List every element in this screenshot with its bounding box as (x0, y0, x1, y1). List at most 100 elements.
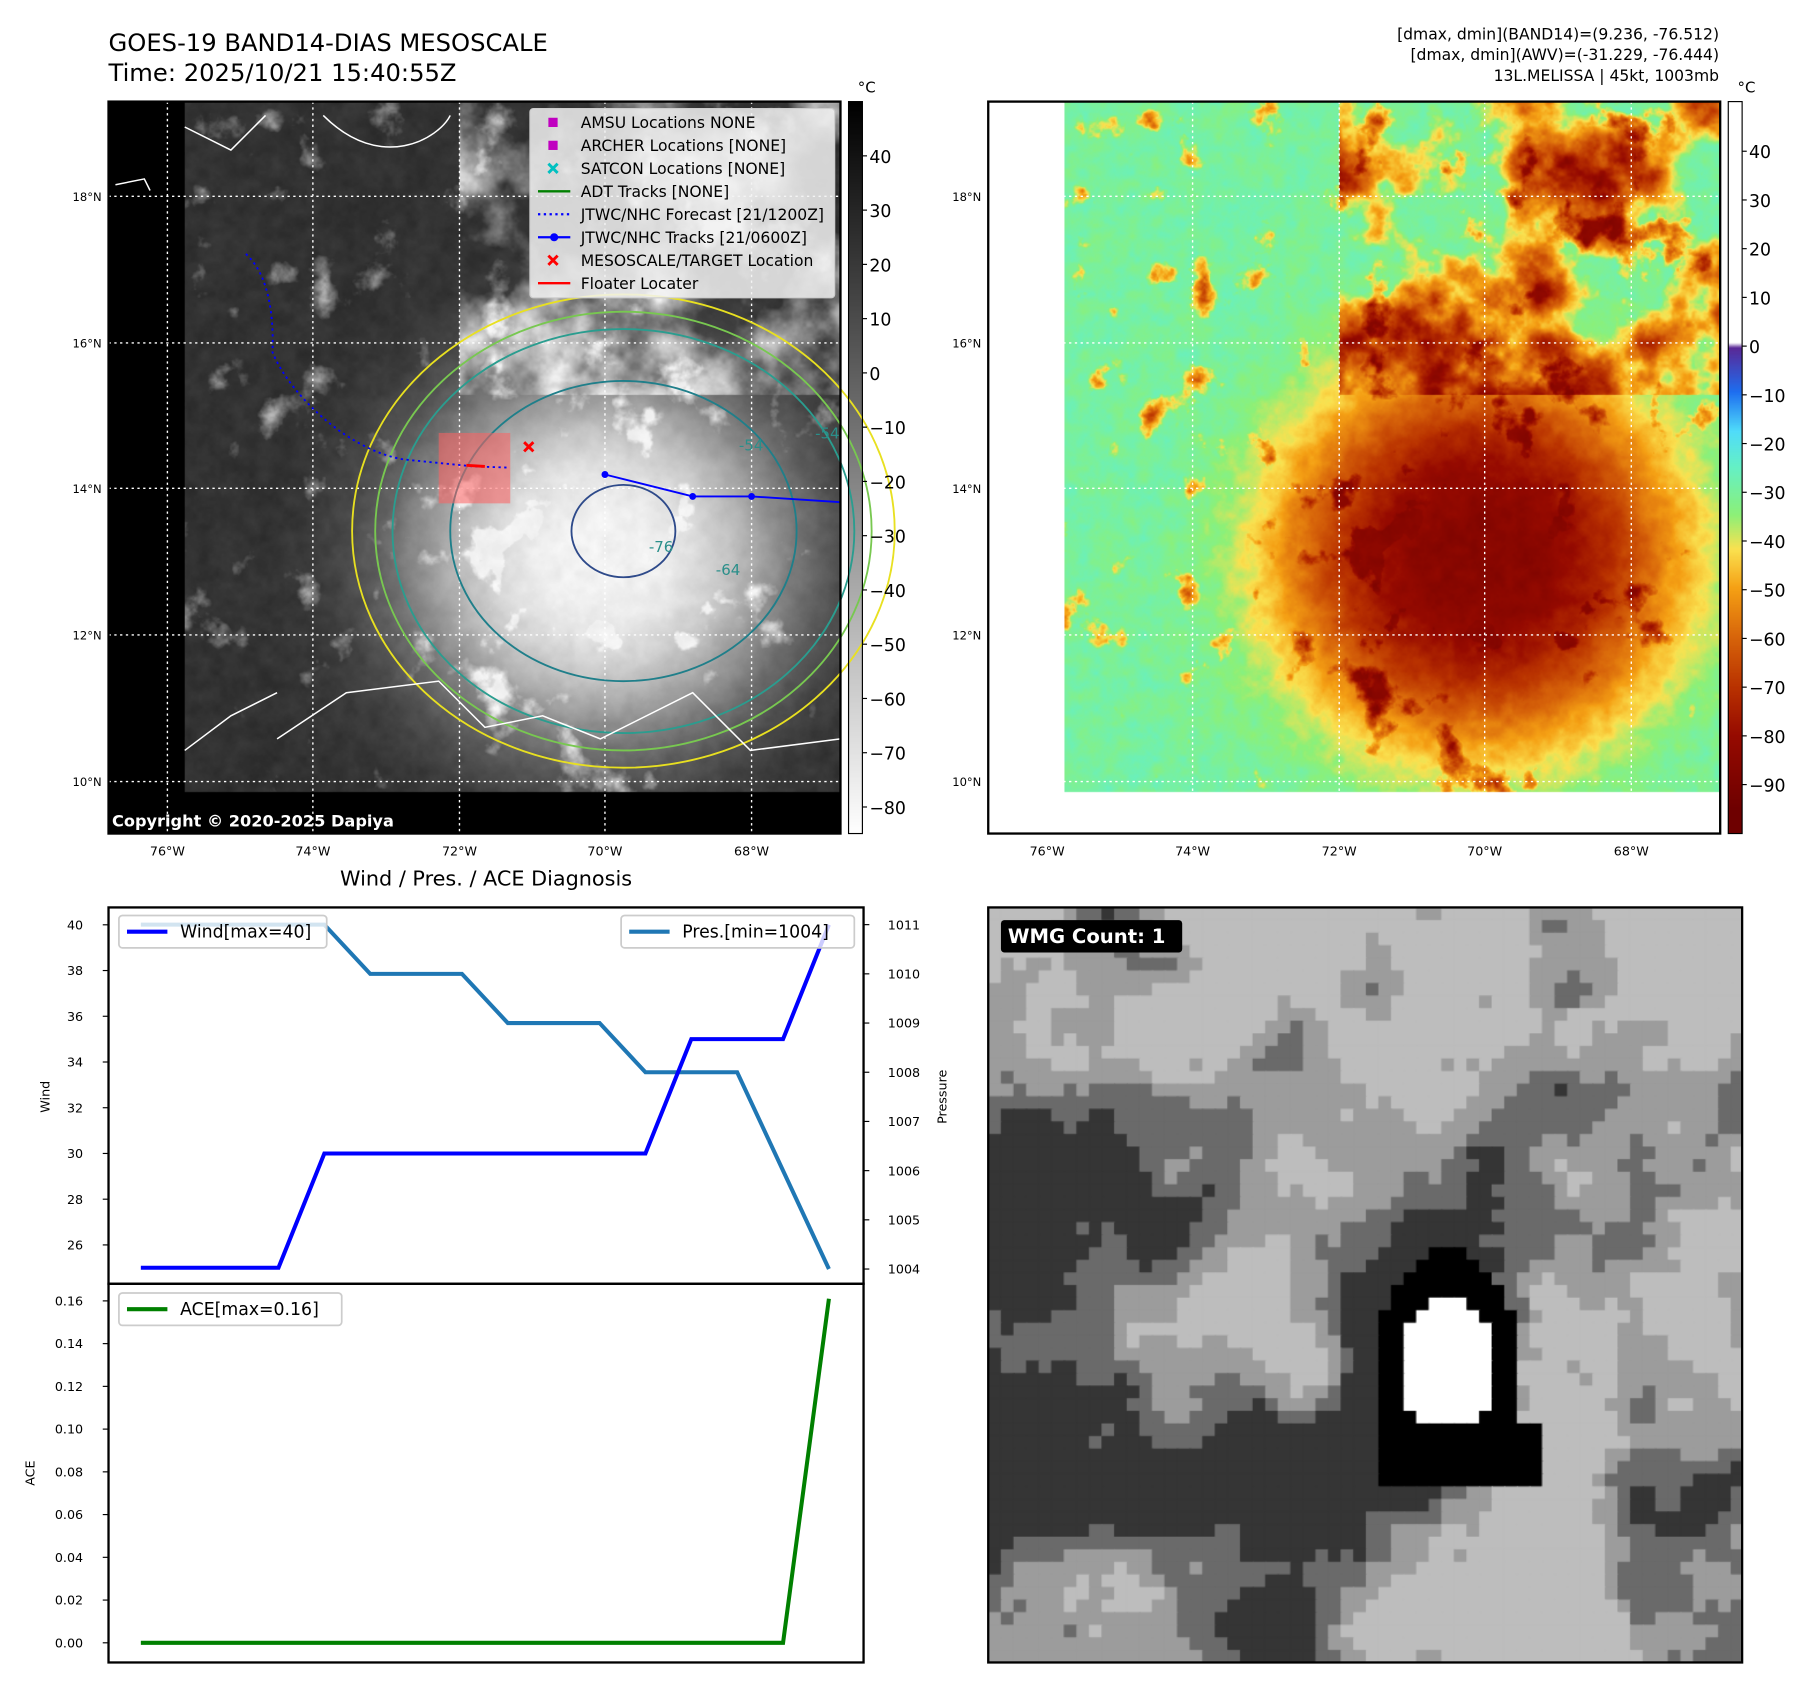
temperature-contour (449, 380, 798, 683)
diagnosis-chart: 26 28 30 32 34 36 38 40 1004 1005 1006 1007 1008 1009… (23, 906, 950, 1664)
ace-tick-label: 0.00 (55, 1635, 83, 1650)
temperature-contour (391, 328, 856, 735)
legend-item: JTWC/NHC Forecast [21/1200Z] (537, 206, 824, 224)
colorbar2-tick-label: −80 (1749, 728, 1786, 748)
colorbar1-unit: °C (858, 78, 876, 96)
colorbar2-tick-label: −10 (1749, 387, 1786, 407)
colorbar2-frame (1727, 101, 1743, 835)
legend-label: JTWC/NHC Forecast [21/1200Z] (580, 206, 824, 224)
map-legend: AMSU Locations NONE ARCHER Locations [NON… (529, 107, 836, 299)
colorbar2-tick-label: 40 (1749, 143, 1771, 163)
colorbar2-tick-label: 0 (1749, 338, 1760, 358)
wind-tick-label: 28 (67, 1192, 83, 1207)
pressure-legend-box (620, 914, 856, 949)
colorbar2-tick-label: −40 (1749, 533, 1786, 553)
lon-label: 72°W (1322, 843, 1357, 858)
colorbar-color (1728, 101, 1743, 834)
lat-label: 12°N (73, 629, 102, 643)
lon-label: 68°W (734, 843, 769, 858)
colorbar2-tick-label: −50 (1749, 582, 1786, 602)
axis-ticks: 18°N 18°N 16°N 16°N 14°N 14°N 12°N 12°N 10°N 10°N… (73, 143, 1786, 858)
wind-tick-label: 36 (67, 1009, 83, 1024)
chart-title: Wind / Pres. / ACE Diagnosis (340, 866, 632, 890)
ace-legend-label: ACE[max=0.16] (180, 1300, 319, 1320)
legend-label: AMSU Locations NONE (581, 114, 756, 132)
legend-item: SATCON Locations [NONE] (547, 160, 785, 178)
legend-label: Floater Locater (581, 275, 699, 293)
ace-axes (107, 1282, 865, 1664)
colorbar1-tick-label: −70 (869, 745, 906, 765)
wind-axis-label: Wind (38, 1081, 53, 1113)
track-point (601, 471, 609, 478)
ace-tick-label: 0.06 (55, 1507, 83, 1522)
pressure-tick-label: 1008 (888, 1065, 920, 1080)
colorbar2-tick-label: −90 (1749, 777, 1786, 797)
colorbar2-tick-label: 20 (1749, 241, 1771, 261)
pressure-tick-label: 1007 (888, 1114, 920, 1129)
lon-label: 74°W (295, 843, 330, 858)
target-location-marker (523, 441, 535, 453)
legend-item: Floater Locater (537, 275, 699, 293)
wind-series (140, 924, 831, 1270)
colorbar2-tick-label: 10 (1749, 289, 1771, 309)
lon-label: 70°W (1467, 843, 1502, 858)
wind-legend-label: Wind[max=40] (180, 922, 311, 942)
legend-label: MESOSCALE/TARGET Location (581, 252, 814, 270)
colorbar1-tick-label: −50 (869, 636, 906, 656)
dot-icon (550, 233, 559, 242)
colorbar2-tick-label: −60 (1749, 630, 1786, 650)
colorbar2-unit: °C (1738, 78, 1756, 96)
lon-label: 74°W (1175, 843, 1210, 858)
lat-label: 16°N (73, 337, 102, 351)
legend-item: JTWC/NHC Tracks [21/0600Z] (537, 229, 807, 247)
pressure-tick-label: 1009 (888, 1016, 920, 1031)
legend-label: ARCHER Locations [NONE] (581, 137, 786, 155)
colorbar2-tick-label: 30 (1749, 192, 1771, 212)
floater-locater (466, 463, 485, 468)
colorbar1-tick-label: 0 (869, 365, 880, 385)
x-marker-icon (547, 162, 559, 174)
figure-time: Time: 2025/10/21 15:40:55Z (108, 58, 457, 87)
lon-label: 76°W (150, 843, 185, 858)
legend-item: AMSU Locations NONE (548, 114, 755, 132)
colorbar1-tick-label: −20 (869, 473, 906, 493)
temperature-contour (374, 310, 873, 752)
legend-label: ADT Tracks [NONE] (581, 183, 730, 201)
wind-tick-label: 32 (67, 1100, 83, 1115)
colorbar2-tick-label: −20 (1749, 435, 1786, 455)
colorbar1-tick-label: 20 (869, 256, 891, 276)
lat-label: 18°N (952, 190, 981, 204)
square-marker-icon (548, 117, 558, 127)
colorbar1-tick-label: 40 (869, 148, 891, 168)
lon-label: 76°W (1030, 843, 1065, 858)
wind-tick-label: 30 (67, 1146, 83, 1161)
wmg-count-label: WMG Count: 1 (1008, 925, 1166, 948)
observed-track (604, 473, 841, 504)
contour-label: -54 (739, 436, 764, 454)
wind-tick-label: 26 (67, 1238, 83, 1253)
lat-label: 18°N (73, 190, 102, 204)
wmg-classification-map (988, 907, 1743, 1663)
temperature-contour (570, 483, 677, 579)
pressure-axis-label: Pressure (935, 1069, 950, 1123)
colorbar-grayscale (848, 101, 863, 834)
ace-tick-label: 0.10 (55, 1422, 83, 1437)
ace-axis-label: ACE (23, 1460, 38, 1485)
wind-tick-label: 34 (67, 1055, 83, 1070)
x-marker-icon (547, 254, 559, 266)
ace-tick-label: 0.04 (55, 1550, 83, 1565)
colorbar2-tick-label: −70 (1749, 679, 1786, 699)
copyright: Copyright © 2020-2025 Dapiya (112, 812, 394, 831)
wmg-count-badge (1000, 920, 1183, 953)
contour-label: -54 (815, 425, 840, 443)
pressure-tick-label: 1010 (888, 966, 920, 981)
colorbar1-tick-label: −80 (869, 799, 906, 819)
storm-info: 13L.MELISSA | 45kt, 1003mb (1494, 67, 1720, 85)
colorbar1-tick-label: −60 (869, 690, 906, 710)
ace-series (140, 1298, 831, 1645)
colorbar1-tick-label: −30 (869, 528, 906, 548)
wmg-frame (987, 906, 1744, 1664)
colorbar2-tick-label: −30 (1749, 484, 1786, 504)
ace-tick-label: 0.16 (55, 1294, 83, 1309)
legend-item: MESOSCALE/TARGET Location (547, 252, 814, 270)
